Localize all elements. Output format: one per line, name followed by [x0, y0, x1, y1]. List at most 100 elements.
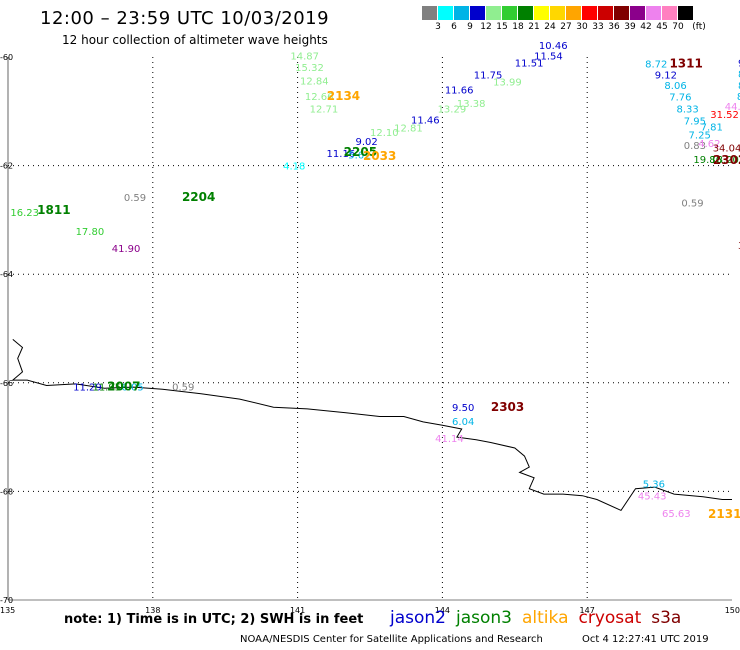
legend-swatch	[662, 6, 678, 20]
wave-height-value: 14.87	[290, 51, 319, 62]
wave-height-value: 34.04	[713, 144, 740, 155]
generated-timestamp: Oct 4 12:27:41 UTC 2019	[582, 634, 709, 645]
pass-time-label: 2303	[491, 400, 524, 414]
legend-bin-label: 36	[608, 22, 620, 32]
mission-jason3: jason3	[456, 608, 512, 628]
pass-time-label: 1811	[37, 203, 70, 217]
wave-height-value: 0.59	[124, 193, 146, 204]
legend-swatch	[502, 6, 518, 20]
credit-text: NOAA/NESDIS Center for Satellite Applica…	[240, 634, 543, 645]
wave-height-value: 12.84	[300, 76, 329, 87]
legend-bin-label: 15	[496, 22, 508, 32]
wave-height-value: 6.05	[121, 383, 143, 394]
wave-height-value: 8.42	[738, 69, 740, 80]
legend-bin-label: 42	[640, 22, 652, 32]
latitude-label: -62	[0, 162, 13, 171]
pass-time-label: 2131	[708, 507, 740, 521]
wave-height-value: 11.46	[411, 115, 440, 126]
wave-height-value: 31.52	[710, 110, 739, 121]
wave-height-value: 4.18	[283, 162, 305, 173]
pass-time-label: 2204	[182, 190, 215, 204]
legend-swatch	[470, 6, 486, 20]
longitude-label: 150	[725, 606, 740, 615]
legend-swatch	[550, 6, 566, 20]
pass-time-label: 1311	[669, 57, 702, 71]
legend-swatch	[678, 6, 694, 20]
wave-height-value: 19.86	[693, 155, 722, 166]
latitude-label: -60	[0, 53, 13, 62]
legend-bin-label: 70	[672, 22, 684, 32]
wave-height-legend-labels: 3 6 9 12 15 18 21 24 27 30 33 36 39 42 45 70 (ft)	[422, 22, 740, 34]
legend-swatch	[582, 6, 598, 20]
map-subtitle: 12 hour collection of altimeter wave hei…	[62, 33, 328, 47]
longitude-label: 141	[290, 606, 305, 615]
legend-swatch	[534, 6, 550, 20]
wave-height-value: 17.80	[76, 227, 105, 238]
wave-height-value: 18.20	[710, 155, 739, 166]
wave-height-value: 7.95	[684, 117, 706, 128]
legend-swatch	[438, 6, 454, 20]
legend-bin-label: 21	[528, 22, 540, 32]
wave-height-value: 0.59	[681, 199, 703, 210]
wave-height-value: 8.33	[676, 105, 698, 116]
wave-height-color-legend	[422, 6, 694, 20]
wave-height-value: 6.04	[452, 417, 474, 428]
wave-height-value: 11.66	[445, 86, 474, 97]
legend-bin-label: 30	[576, 22, 588, 32]
wave-height-value: 9.02	[356, 137, 378, 148]
wave-height-value: 11.54	[534, 51, 563, 62]
legend-bin-label: 24	[544, 22, 556, 32]
wave-height-value: 65.63	[662, 509, 691, 520]
legend-bin-label: 3	[435, 22, 441, 32]
legend-bin-label: 45	[656, 22, 668, 32]
latitude-label: -66	[0, 379, 13, 388]
pass-time-label: 2007	[107, 380, 140, 394]
wave-height-value: 9.50	[452, 403, 474, 414]
longitude-label: 144	[435, 606, 450, 615]
wave-height-value: 11.16	[327, 149, 356, 160]
latitude-label: -70	[0, 596, 13, 605]
mission-altika: altika	[522, 608, 569, 628]
wave-height-value: 41.14	[435, 434, 464, 445]
wave-height-value: 11.29	[73, 383, 102, 394]
mission-legend: jason2 jason3 altika cryosat s3a	[390, 608, 691, 628]
legend-bin-label: 18	[512, 22, 524, 32]
wave-height-value: 0.59	[172, 383, 194, 394]
wave-height-value: 7.25	[689, 131, 711, 142]
pass-time-label: 2033	[363, 149, 396, 163]
wave-height-value: 11.95	[92, 383, 121, 394]
wave-height-value: 41.90	[112, 244, 141, 255]
antarctic-coastline	[11, 339, 732, 512]
mission-cryosat: cryosat	[578, 608, 642, 628]
legend-bin-label: 39	[624, 22, 636, 32]
wave-height-value: 11.51	[515, 58, 544, 69]
legend-swatch	[614, 6, 630, 20]
wave-height-value: 45.43	[638, 492, 667, 503]
wave-height-value: 5.36	[643, 479, 665, 490]
footer-note: note: 1) Time is in UTC; 2) SWH is in fe…	[64, 612, 364, 627]
wave-height-value: 0.83	[684, 141, 706, 152]
wave-height-value: 9.01	[738, 58, 740, 69]
pass-time-label: 2205	[344, 145, 377, 159]
legend-swatch	[518, 6, 534, 20]
legend-swatch	[630, 6, 646, 20]
legend-unit: (ft)	[692, 22, 706, 32]
wave-height-value: 5.62	[348, 151, 370, 162]
wave-height-value: 8.34	[737, 92, 740, 103]
wave-height-value: 13.38	[457, 99, 486, 110]
pass-time-label: 2134	[327, 89, 360, 103]
wave-height-value: 13.99	[493, 77, 522, 88]
latitude-label: -64	[0, 270, 13, 279]
legend-swatch	[646, 6, 662, 20]
longitude-label: 138	[145, 606, 160, 615]
wave-height-value: 12.81	[394, 124, 423, 135]
mission-jason2: jason2	[390, 608, 446, 628]
wave-height-value: 8.72	[645, 60, 667, 71]
wave-height-value: 4.62	[698, 139, 720, 150]
latitude-label: -68	[0, 487, 13, 496]
legend-swatch	[422, 6, 438, 20]
wave-height-value: 44.67	[725, 102, 740, 113]
wave-height-value: 7.76	[669, 93, 691, 104]
legend-bin-label: 33	[592, 22, 604, 32]
